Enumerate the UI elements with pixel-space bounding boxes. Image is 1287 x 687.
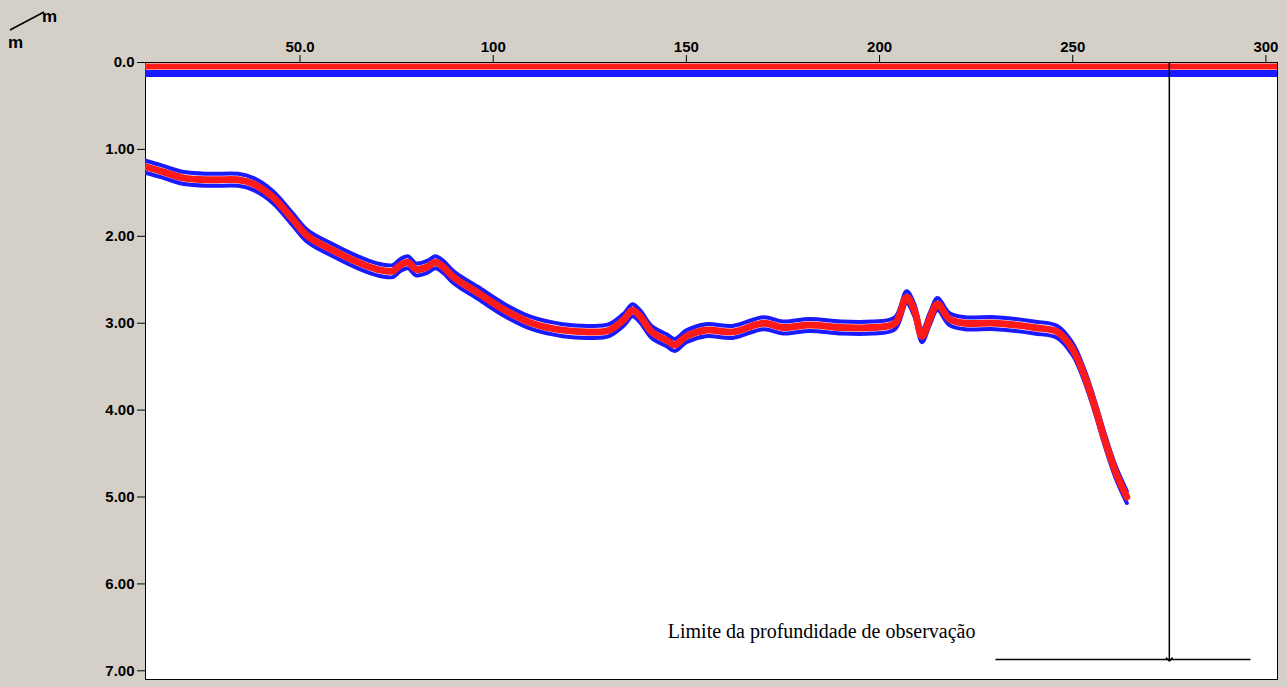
svg-text:Limite da profundidade de obse: Limite da profundidade de observação <box>668 620 976 643</box>
svg-text:3.00: 3.00 <box>105 314 134 331</box>
svg-text:50.0: 50.0 <box>285 38 314 55</box>
svg-text:150: 150 <box>674 38 699 55</box>
svg-text:5.00: 5.00 <box>105 488 134 505</box>
svg-text:m: m <box>8 33 23 52</box>
svg-text:200: 200 <box>867 38 892 55</box>
svg-text:6.00: 6.00 <box>105 575 134 592</box>
svg-text:300: 300 <box>1253 38 1278 55</box>
svg-text:100: 100 <box>481 38 506 55</box>
svg-text:2.00: 2.00 <box>105 227 134 244</box>
svg-text:7.00: 7.00 <box>105 662 134 679</box>
svg-text:4.00: 4.00 <box>105 401 134 418</box>
svg-text:250: 250 <box>1060 38 1085 55</box>
svg-text:m: m <box>42 7 57 26</box>
svg-text:0.0: 0.0 <box>114 53 135 70</box>
svg-text:1.00: 1.00 <box>105 140 134 157</box>
